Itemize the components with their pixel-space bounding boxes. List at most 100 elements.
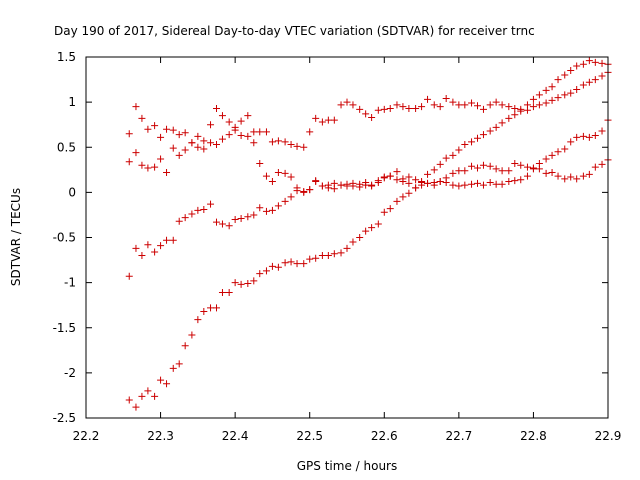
data-point-b <box>237 132 245 140</box>
data-point-b <box>449 181 457 189</box>
data-point-b <box>163 169 171 177</box>
data-point-b <box>405 179 413 187</box>
data-point-d <box>200 308 208 316</box>
data-point-a <box>318 118 326 126</box>
data-point-c <box>188 210 196 218</box>
data-point-c <box>442 174 450 182</box>
data-point-d <box>256 270 264 278</box>
y-tick-label: -1.5 <box>53 321 76 335</box>
data-point-d <box>399 193 407 201</box>
data-point-d <box>231 279 239 287</box>
data-point-a <box>436 103 444 111</box>
data-point-d <box>511 111 519 119</box>
data-point-c <box>169 236 177 244</box>
data-point-b <box>218 135 226 143</box>
data-point-a <box>337 101 345 109</box>
x-axis-label: GPS time / hours <box>297 459 398 473</box>
data-point-d <box>424 170 432 178</box>
data-point-a <box>262 128 270 136</box>
data-point-b <box>579 132 587 140</box>
data-point-c <box>181 214 189 222</box>
data-point-d <box>213 304 220 312</box>
data-point-b <box>231 126 239 134</box>
y-tick-label: -2.5 <box>53 411 76 425</box>
data-point-a <box>505 103 513 111</box>
data-point-c <box>393 176 401 184</box>
data-point-b <box>461 181 469 189</box>
data-point-c <box>517 161 525 169</box>
data-point-c <box>250 211 258 219</box>
data-point-d <box>442 154 450 162</box>
x-tick-label: 22.7 <box>445 429 472 443</box>
data-point-c <box>511 159 519 167</box>
data-point-b <box>554 148 562 156</box>
data-point-b <box>591 132 599 140</box>
data-point-d <box>505 114 513 122</box>
data-point-d <box>386 205 394 213</box>
data-point-d <box>436 160 444 168</box>
data-point-c <box>561 175 569 183</box>
data-point-b <box>517 176 525 184</box>
data-point-c <box>207 200 215 208</box>
data-point-b <box>474 179 481 187</box>
x-tick-label: 22.5 <box>296 429 323 443</box>
data-point-b <box>598 127 606 135</box>
data-point-c <box>554 172 562 180</box>
data-point-c <box>399 175 407 183</box>
y-tick-label: 1.5 <box>57 50 76 64</box>
data-point-d <box>194 316 202 324</box>
data-point-c <box>380 174 388 182</box>
data-point-c <box>157 242 165 250</box>
data-point-b <box>492 180 500 188</box>
data-point-d <box>461 141 469 149</box>
data-point-a <box>218 112 226 120</box>
data-point-d <box>374 220 382 228</box>
data-point-d <box>343 244 351 252</box>
data-point-a <box>368 113 376 121</box>
data-point-a <box>486 101 494 109</box>
data-point-c <box>256 204 264 212</box>
data-point-a <box>442 95 450 103</box>
data-point-b <box>505 178 513 186</box>
y-tick-label: 1 <box>68 95 76 109</box>
data-point-a <box>250 128 258 136</box>
data-point-d <box>225 289 233 297</box>
chart-title: Day 190 of 2017, Sidereal Day-to-day VTE… <box>54 24 535 38</box>
data-point-a <box>356 105 364 113</box>
data-point-d <box>393 197 401 205</box>
data-point-a <box>293 142 301 150</box>
data-point-c <box>492 165 500 173</box>
data-point-a <box>405 104 413 112</box>
data-point-d <box>548 96 556 104</box>
data-point-d <box>287 258 295 266</box>
data-point-b <box>393 168 401 176</box>
data-point-a <box>412 104 420 112</box>
data-point-b <box>256 159 264 167</box>
data-point-b <box>169 144 177 152</box>
data-point-c <box>125 272 133 280</box>
y-tick-label: 0.5 <box>57 140 76 154</box>
data-point-a <box>479 105 487 113</box>
data-point-d <box>144 387 152 395</box>
data-point-d <box>281 259 289 267</box>
data-point-b <box>144 164 152 172</box>
data-point-b <box>479 181 487 189</box>
data-point-a <box>548 83 556 91</box>
data-point-d <box>591 76 599 84</box>
data-point-c <box>405 173 413 181</box>
data-point-c <box>337 181 345 189</box>
x-tick-label: 22.2 <box>73 429 100 443</box>
data-point-d <box>529 103 537 111</box>
data-point-c <box>585 170 593 178</box>
data-point-a <box>138 114 146 122</box>
data-point-d <box>492 123 500 131</box>
data-point-c <box>324 181 332 189</box>
data-point-d <box>474 134 481 142</box>
data-point-a <box>591 58 599 66</box>
data-point-b <box>151 163 159 171</box>
data-point-c <box>163 236 171 244</box>
data-point-a <box>386 104 394 112</box>
data-point-c <box>449 169 457 177</box>
data-point-b <box>181 146 189 154</box>
data-point-a <box>579 60 587 68</box>
